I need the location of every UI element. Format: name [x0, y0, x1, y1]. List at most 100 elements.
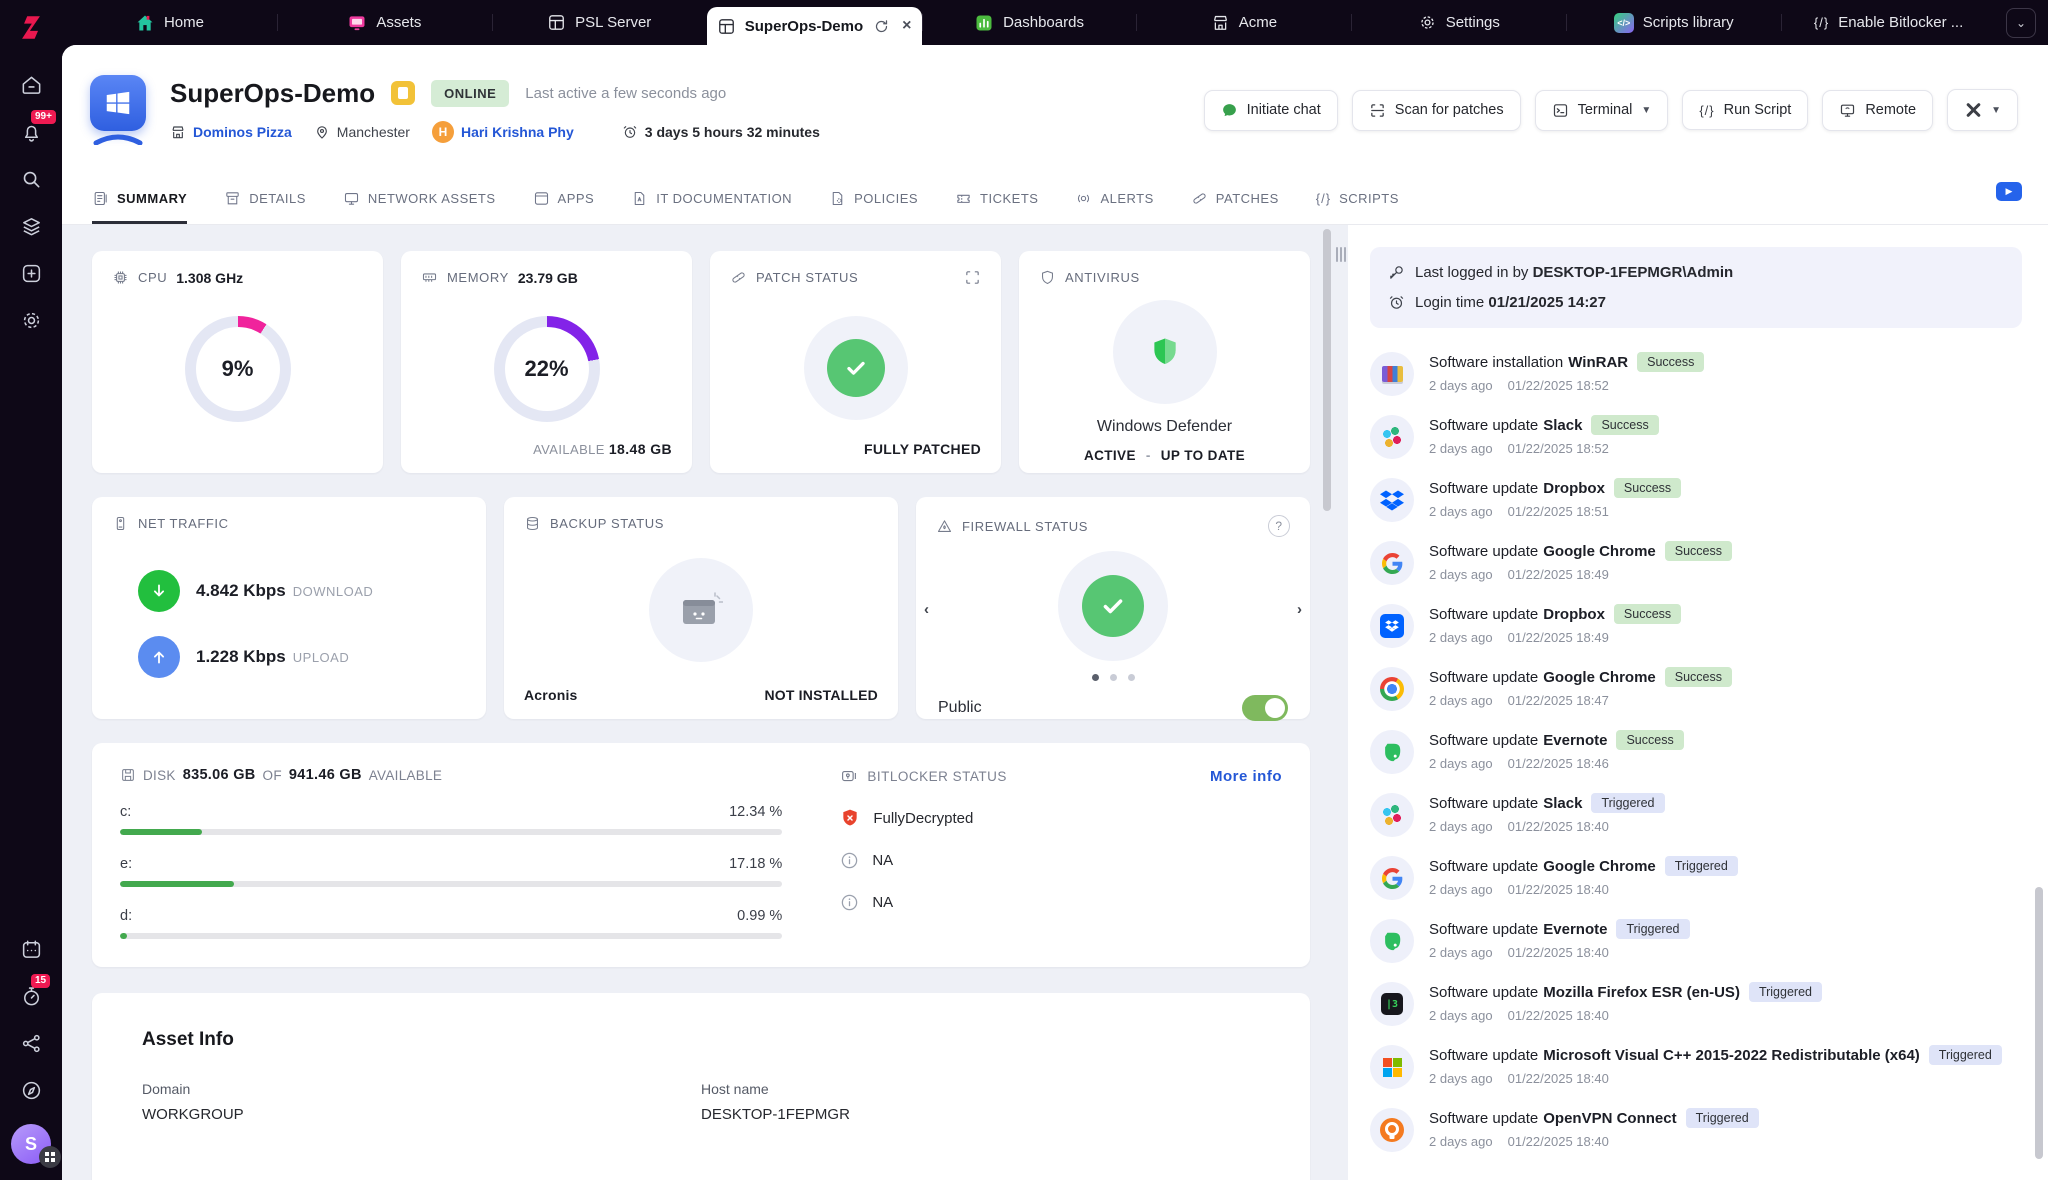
carousel-dot[interactable]: [1091, 674, 1099, 681]
tab-alerts[interactable]: ALERTS: [1075, 175, 1153, 224]
topbar-overflow-button[interactable]: ⌄: [2006, 7, 2036, 38]
activity-scrollbar[interactable]: [2035, 887, 2043, 1159]
drive-row: d: 0.99 %: [120, 908, 783, 939]
activity-item[interactable]: Software update Slack Triggered 2 days ago 0…: [1370, 793, 2022, 837]
activity-item[interactable]: Software update Dropbox Success 2 days ago 0…: [1370, 604, 2022, 648]
activity-item[interactable]: Software installation WinRAR Success 2 days…: [1370, 352, 2022, 396]
scripts-library-icon: </>: [1613, 12, 1634, 33]
rail-search-icon[interactable]: [18, 166, 44, 192]
topbar-item-scripts-library[interactable]: </> Scripts library: [1566, 0, 1781, 45]
topbar-item-label: Assets: [376, 14, 422, 31]
activity-item[interactable]: Software update Google Chrome Success 2 day…: [1370, 667, 2022, 711]
backup-status-text: NOT INSTALLED: [764, 687, 878, 703]
status-badge: Triggered: [1928, 1045, 2002, 1065]
topbar-item-dashboards[interactable]: Dashboards: [921, 0, 1137, 45]
timestamp: 01/22/2025 18:40: [1507, 1008, 1609, 1023]
backup-not-installed-illustration: [649, 558, 753, 662]
refresh-icon[interactable]: [874, 19, 889, 34]
carousel-next-icon[interactable]: ›: [1297, 601, 1302, 618]
rail-add-icon[interactable]: [18, 260, 44, 286]
status-badge: Success: [1591, 415, 1659, 435]
asset-info-card: Asset Info Domain WORKGROUP Host name DESKT…: [92, 993, 1310, 1180]
tab-patches[interactable]: PATCHES: [1191, 175, 1279, 224]
firewall-icon: [937, 519, 952, 532]
chat-icon: [1222, 103, 1236, 116]
activity-action: Software update: [1429, 857, 1539, 875]
tab-it-documentation[interactable]: IT DOCUMENTATION: [631, 175, 792, 224]
tab-tickets[interactable]: TICKETS: [955, 175, 1038, 224]
timestamp: 01/22/2025 18:40: [1507, 1071, 1609, 1086]
topbar-item-label: Home: [163, 14, 204, 31]
activity-action: Software update: [1429, 794, 1539, 812]
header-actions: Initiate chat Scan for patches Terminal …: [1203, 89, 2018, 131]
topbar-item-assets[interactable]: Assets: [276, 0, 492, 45]
drive-usage-bar: [120, 933, 783, 939]
rail-settings-icon[interactable]: [18, 307, 44, 333]
tab-summary[interactable]: SUMMARY: [92, 175, 188, 224]
status-badge: Success: [1664, 667, 1733, 687]
rail-layers-icon[interactable]: [18, 213, 44, 239]
carousel-dot[interactable]: [1109, 674, 1117, 681]
patch-scan-button[interactable]: [964, 269, 981, 286]
side-panel-expand-button[interactable]: ▶: [1996, 182, 2022, 201]
rail-explore-icon[interactable]: [18, 1077, 44, 1103]
tab-details[interactable]: DETAILS: [224, 175, 306, 224]
client-link[interactable]: Dominos Pizza: [170, 124, 292, 140]
user-avatar[interactable]: S: [11, 1124, 61, 1168]
firefox-icon: |3: [1370, 982, 1414, 1026]
rail-timer-icon[interactable]: 15: [18, 974, 51, 1009]
rail-calendar-icon[interactable]: [18, 936, 44, 962]
topbar-tab-superops-demo[interactable]: SuperOps-Demo ×: [706, 7, 922, 45]
tab-policies[interactable]: POLICIES: [829, 175, 918, 224]
activity-item[interactable]: Software update Google Chrome Success 2 day…: [1370, 541, 2022, 585]
main-scrollbar[interactable]: [1323, 229, 1331, 511]
topbar-item-acme[interactable]: Acme: [1136, 0, 1351, 45]
tab-apps[interactable]: APPS: [533, 175, 595, 224]
scan-for-patches-button[interactable]: Scan for patches: [1351, 89, 1521, 131]
tools-menu-button[interactable]: ▼: [1947, 89, 2018, 131]
topbar-item-settings[interactable]: Settings: [1351, 0, 1566, 45]
help-icon[interactable]: ?: [1268, 515, 1290, 537]
activity-item[interactable]: |3 Software update Mozilla Firefox ESR (en…: [1370, 982, 2022, 1026]
more-info-link[interactable]: More info: [1209, 767, 1282, 785]
terminal-button[interactable]: Terminal ▼: [1534, 89, 1669, 131]
activity-item[interactable]: Software update Slack Success 2 days ago 01/…: [1370, 415, 2022, 459]
tab-scripts[interactable]: {/} SCRIPTS: [1316, 175, 1399, 224]
bitlocker-status-text: NA: [872, 852, 894, 869]
qr-badge-icon[interactable]: [39, 1146, 61, 1168]
tab-label: DETAILS: [249, 190, 306, 206]
tab-network-assets[interactable]: NETWORK ASSETS: [343, 175, 496, 224]
activity-software-name: Slack: [1543, 416, 1583, 434]
topbar-item-enable-bitlocker[interactable]: {/} Enable Bitlocker ...: [1781, 0, 1996, 45]
download-label: DOWNLOAD: [292, 584, 374, 599]
backup-vendor: Acronis: [524, 687, 578, 703]
topbar-item-psl-server[interactable]: PSL Server: [491, 0, 707, 45]
technician-link[interactable]: H Hari Krishna Phy: [431, 120, 574, 143]
rail-share-icon[interactable]: [18, 1030, 44, 1056]
carousel-dot[interactable]: [1127, 674, 1135, 681]
rail-home-icon[interactable]: [18, 72, 44, 98]
initiate-chat-button[interactable]: Initiate chat: [1203, 89, 1338, 131]
activity-software-name: Dropbox: [1543, 479, 1605, 497]
topbar-item-home[interactable]: Home: [62, 0, 277, 45]
panel-resize-handle[interactable]: [1336, 247, 1346, 262]
drive-name: e:: [120, 856, 133, 872]
asset-head-text: SuperOps-Demo ONLINE Last active a few s…: [170, 78, 842, 143]
superops-logo-icon[interactable]: [18, 8, 45, 46]
scan-icon: [966, 271, 979, 284]
activity-item[interactable]: Software update Dropbox Success 2 days ago 0…: [1370, 478, 2022, 522]
net-traffic-card: NET TRAFFIC 4.842 Kbps DOWNLOAD 1.228 Kbp…: [92, 497, 486, 719]
remote-button[interactable]: Remote: [1822, 89, 1934, 131]
carousel-prev-icon[interactable]: ‹: [924, 601, 929, 618]
firewall-toggle[interactable]: [1242, 695, 1288, 721]
card-label: MEMORY: [447, 270, 509, 285]
activity-item[interactable]: Software update Evernote Success 2 days ago…: [1370, 730, 2022, 774]
rail-notifications-icon[interactable]: 99+: [18, 110, 56, 145]
activity-item[interactable]: Software update Google Chrome Triggered 2 d…: [1370, 856, 2022, 900]
run-script-button[interactable]: {/} Run Script: [1682, 90, 1809, 130]
activity-item[interactable]: Software update Evernote Triggered 2 days a…: [1370, 919, 2022, 963]
close-icon[interactable]: ×: [902, 17, 912, 34]
cpu-clock: 1.308 GHz: [176, 269, 244, 286]
activity-item[interactable]: Software update Microsoft Visual C++ 2015…: [1370, 1045, 2022, 1089]
activity-item[interactable]: Software update OpenVPN Connect Triggered 2…: [1370, 1108, 2022, 1152]
